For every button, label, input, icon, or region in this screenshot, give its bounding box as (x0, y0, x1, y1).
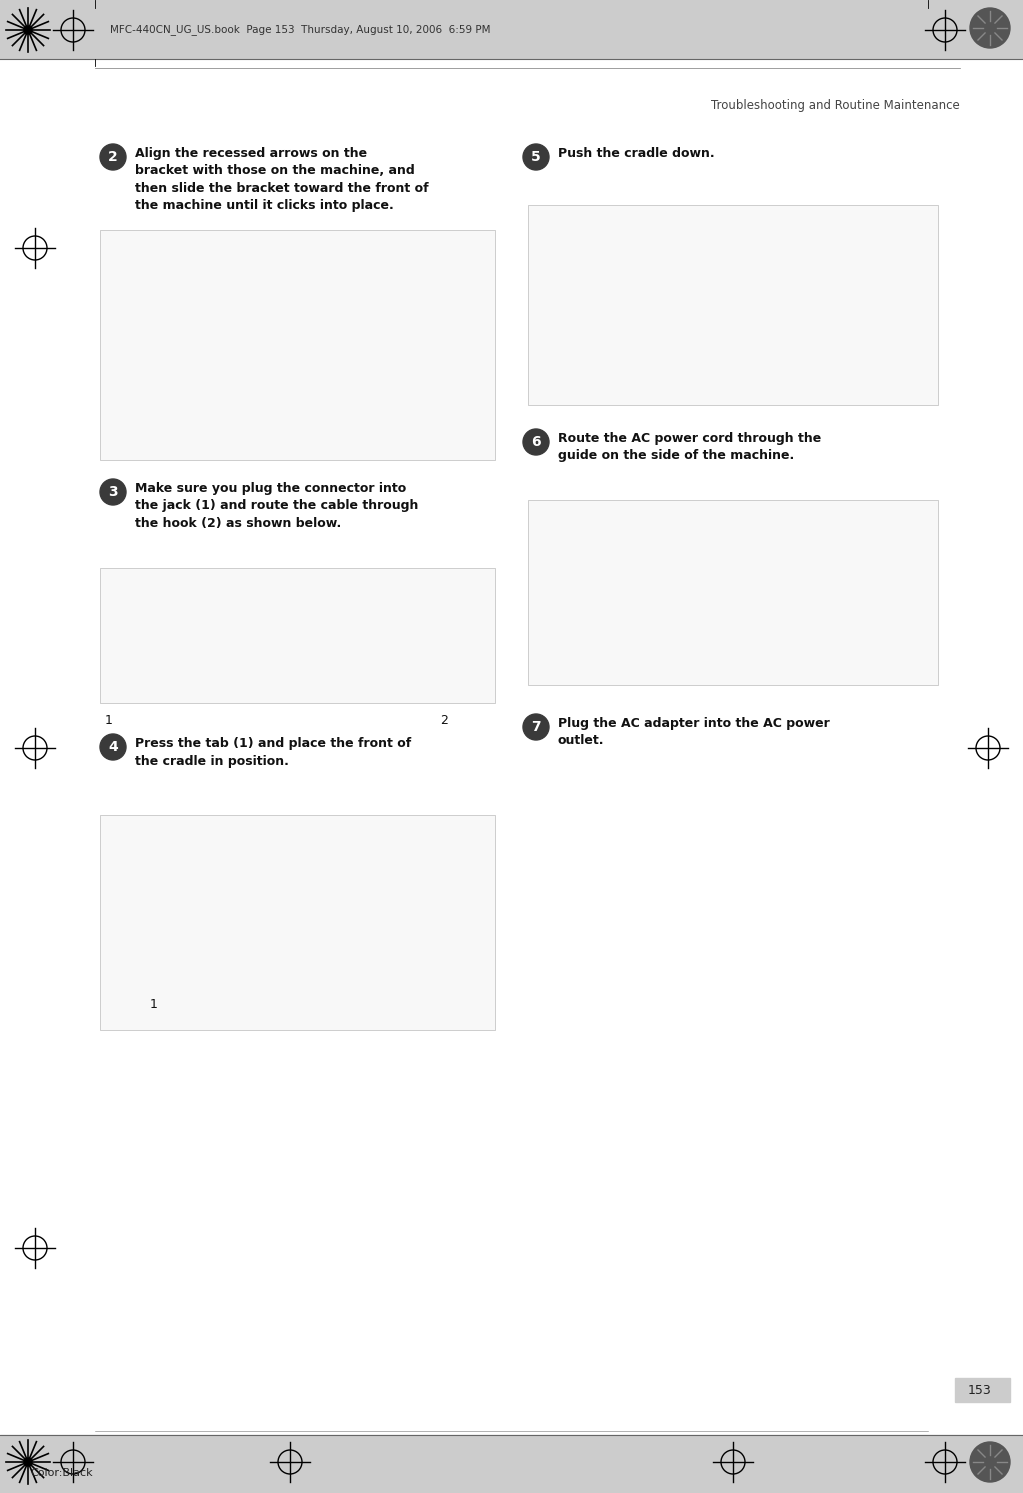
Text: Align the recessed arrows on the
bracket with those on the machine, and
then sli: Align the recessed arrows on the bracket… (135, 146, 429, 212)
Bar (100, 815, 495, 1030)
Text: MFC-440CN_UG_US.book  Page 153  Thursday, August 10, 2006  6:59 PM: MFC-440CN_UG_US.book Page 153 Thursday, … (110, 24, 490, 36)
Bar (0, 0, 1023, 58)
Text: 6: 6 (531, 434, 541, 449)
Circle shape (100, 143, 126, 170)
Text: 2: 2 (108, 149, 118, 164)
Text: 153: 153 (968, 1384, 992, 1396)
Circle shape (523, 714, 549, 741)
Bar (528, 205, 938, 405)
Circle shape (523, 428, 549, 455)
Text: 2: 2 (440, 715, 448, 727)
Bar (100, 567, 495, 703)
Text: Press the tab (1) and place the front of
the cradle in position.: Press the tab (1) and place the front of… (135, 738, 411, 767)
Circle shape (523, 143, 549, 170)
Text: 7: 7 (531, 720, 541, 735)
Text: 4: 4 (108, 741, 118, 754)
Circle shape (24, 25, 32, 34)
Text: Troubleshooting and Routine Maintenance: Troubleshooting and Routine Maintenance (711, 99, 960, 112)
Bar (528, 500, 938, 685)
Circle shape (100, 735, 126, 760)
Text: Make sure you plug the connector into
the jack (1) and route the cable through
t: Make sure you plug the connector into th… (135, 482, 418, 530)
Bar (955, 1378, 1010, 1402)
Circle shape (970, 7, 1010, 48)
Text: 5: 5 (531, 149, 541, 164)
Text: 1: 1 (150, 999, 158, 1011)
Circle shape (24, 1459, 32, 1466)
Bar (100, 230, 495, 460)
Text: Color:Black: Color:Black (30, 1468, 93, 1478)
Bar (0, 1435, 1023, 1493)
Text: 1: 1 (105, 715, 113, 727)
Circle shape (100, 479, 126, 505)
Text: 3: 3 (108, 485, 118, 499)
Circle shape (970, 1442, 1010, 1483)
Text: Push the cradle down.: Push the cradle down. (558, 146, 715, 160)
Text: Plug the AC adapter into the AC power
outlet.: Plug the AC adapter into the AC power ou… (558, 717, 830, 748)
Text: Route the AC power cord through the
guide on the side of the machine.: Route the AC power cord through the guid… (558, 431, 821, 463)
